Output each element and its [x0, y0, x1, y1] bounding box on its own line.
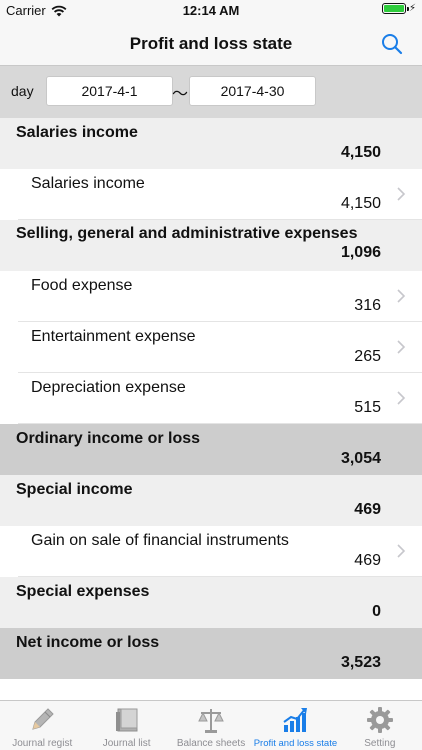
date-range-filter: day 2017-4-1 ～ 2017-4-30	[0, 66, 422, 118]
list-item-salaries-income[interactable]: Salaries income 4,150	[0, 169, 422, 220]
navigation-bar: Profit and loss state	[0, 22, 422, 66]
wifi-icon	[51, 5, 67, 16]
row-value: 469	[354, 501, 381, 518]
chevron-right-icon	[397, 544, 406, 558]
row-label: Special expenses	[16, 583, 150, 600]
row-value: 4,150	[340, 195, 381, 212]
status-right: ⚡	[381, 3, 416, 14]
carrier-label: Carrier	[6, 3, 46, 18]
row-label: Salaries income	[16, 124, 138, 141]
start-date-field[interactable]: 2017-4-1	[46, 76, 173, 106]
row-value: 0	[372, 603, 381, 620]
summary-row-net-income: Net income or loss 3,523	[0, 628, 422, 679]
row-value: 265	[354, 348, 381, 365]
status-left: Carrier	[6, 3, 67, 18]
end-date-field[interactable]: 2017-4-30	[189, 76, 316, 106]
tab-journal-list[interactable]: Journal list	[84, 701, 168, 750]
section-header-sga-expenses: Selling, general and administrative expe…	[0, 220, 422, 271]
row-label: Salaries income	[31, 175, 145, 192]
tab-label: Journal regist	[12, 738, 73, 749]
search-icon[interactable]	[380, 32, 404, 56]
pencil-icon	[32, 708, 54, 730]
charging-icon: ⚡	[408, 3, 416, 14]
tab-profit-and-loss[interactable]: Profit and loss state	[253, 701, 337, 750]
section-header-salaries-income: Salaries income 4,150	[0, 118, 422, 169]
page-title: Profit and loss state	[129, 34, 293, 53]
row-label: Food expense	[31, 277, 133, 294]
row-label: Ordinary income or loss	[16, 430, 201, 447]
row-value: 469	[354, 552, 381, 569]
filter-label: day	[11, 83, 34, 99]
tab-label: Setting	[364, 738, 396, 749]
list-item-gain-on-sale[interactable]: Gain on sale of financial instruments 46…	[0, 526, 422, 577]
chevron-right-icon	[397, 340, 406, 354]
scale-icon	[198, 709, 224, 733]
row-value: 4,150	[340, 144, 381, 161]
list-item-entertainment-expense[interactable]: Entertainment expense 265	[0, 322, 422, 373]
row-value: 515	[354, 399, 381, 416]
tab-label: Journal list	[102, 738, 151, 749]
row-label: Gain on sale of financial instruments	[31, 532, 289, 549]
row-label: Depreciation expense	[31, 379, 186, 396]
chart-icon	[283, 708, 308, 732]
chevron-right-icon	[397, 289, 406, 303]
row-value: 316	[354, 297, 381, 314]
status-time: 12:14 AM	[182, 3, 240, 18]
summary-row-ordinary-income: Ordinary income or loss 3,054	[0, 424, 422, 475]
tab-label: Balance sheets	[176, 738, 246, 749]
status-bar: Carrier 12:14 AM ⚡	[0, 0, 422, 22]
tab-setting[interactable]: Setting	[338, 701, 422, 750]
tab-balance-sheets[interactable]: Balance sheets	[169, 701, 253, 750]
range-separator: ～	[172, 86, 189, 103]
chevron-right-icon	[397, 187, 406, 201]
row-value: 3,054	[340, 450, 381, 467]
battery-icon	[381, 3, 409, 14]
list-item-depreciation-expense[interactable]: Depreciation expense 515	[0, 373, 422, 424]
row-value: 3,523	[340, 654, 381, 671]
section-header-special-expenses: Special expenses 0	[0, 577, 422, 628]
gear-icon	[366, 707, 393, 733]
account-list: Salaries income 4,150 Salaries income 4,…	[0, 118, 422, 679]
row-label: Special income	[16, 481, 133, 498]
row-label: Selling, general and administrative expe…	[16, 225, 358, 242]
list-item-food-expense[interactable]: Food expense 316	[0, 271, 422, 322]
chevron-right-icon	[397, 391, 406, 405]
row-label: Entertainment expense	[31, 328, 196, 345]
row-value: 1,096	[340, 244, 381, 261]
tab-journal-regist[interactable]: Journal regist	[0, 701, 84, 750]
section-header-special-income: Special income 469	[0, 475, 422, 526]
tab-label: Profit and loss state	[253, 738, 338, 749]
row-label: Net income or loss	[16, 634, 160, 651]
tab-bar: Journal regist Journal list Balance shee…	[0, 700, 422, 750]
book-icon	[115, 708, 138, 732]
